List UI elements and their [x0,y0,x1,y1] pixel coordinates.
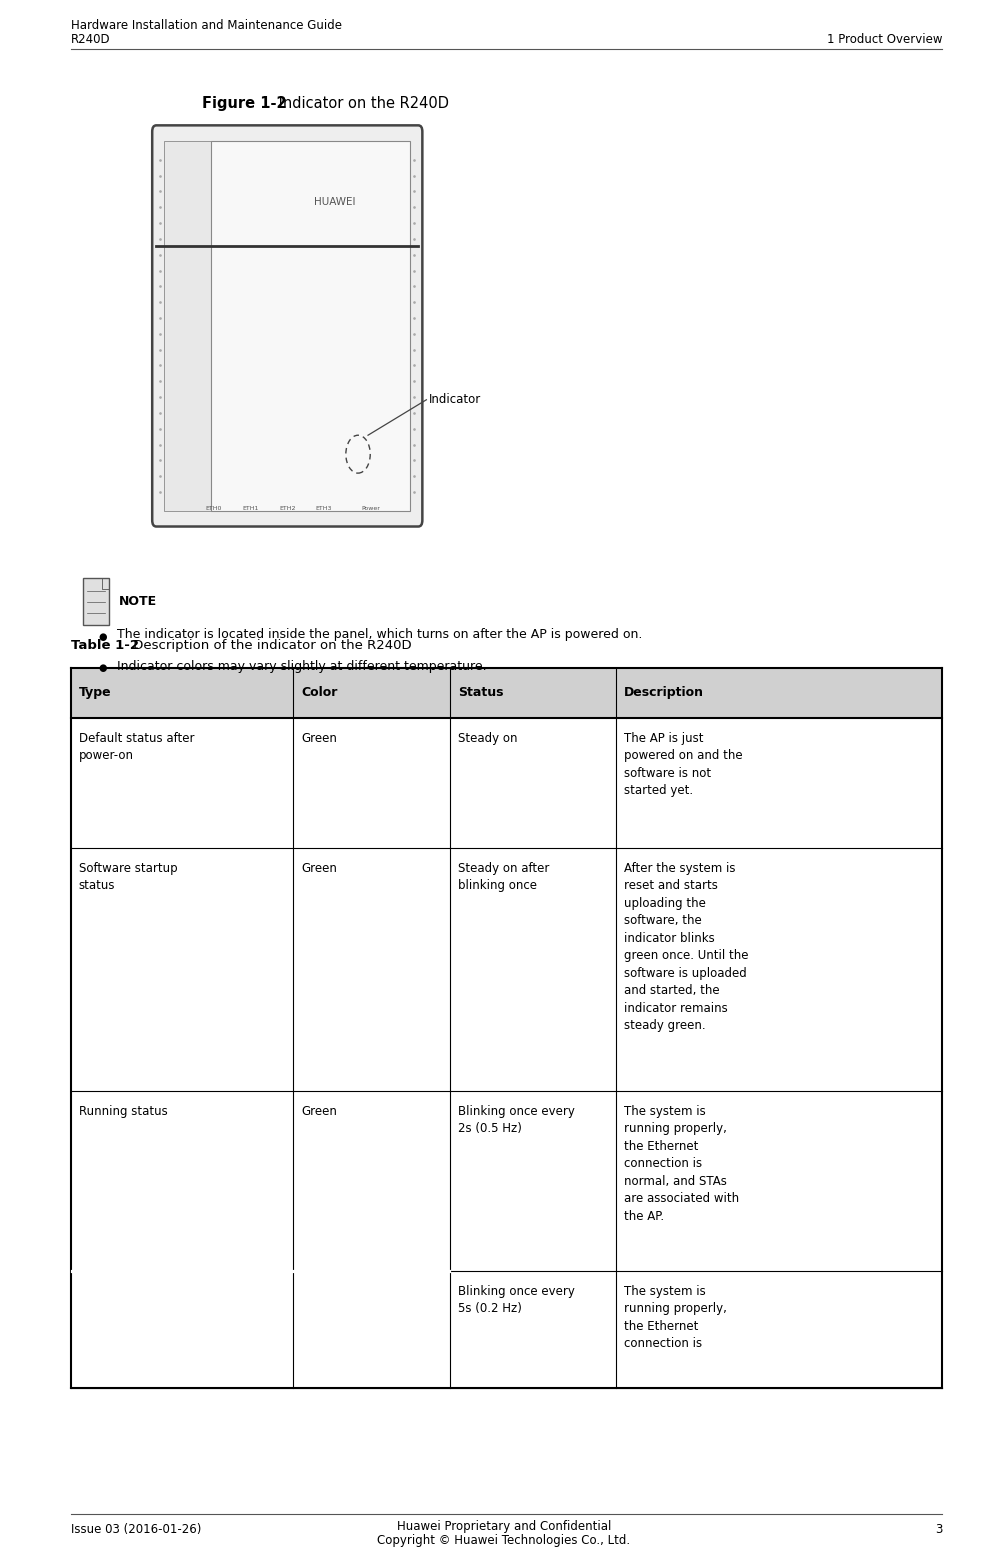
Text: The system is
running properly,
the Ethernet
connection is: The system is running properly, the Ethe… [624,1285,727,1351]
FancyBboxPatch shape [152,125,422,527]
Text: Steady on after
blinking once: Steady on after blinking once [458,862,549,892]
Text: Hardware Installation and Maintenance Guide: Hardware Installation and Maintenance Gu… [71,19,342,31]
Text: Figure 1-2: Figure 1-2 [202,96,286,111]
Bar [164,141,212,511]
Text: Green: Green [301,732,337,744]
Text: Issue 03 (2016-01-26): Issue 03 (2016-01-26) [71,1523,201,1536]
Bar [71,848,942,1091]
Text: HUAWEI: HUAWEI [313,196,355,207]
Text: ETH0: ETH0 [206,506,222,511]
Text: Color: Color [301,686,338,699]
Bar [83,578,109,625]
Text: After the system is
reset and starts
uploading the
software, the
indicator blink: After the system is reset and starts upl… [624,862,748,1033]
Text: Description of the indicator on the R240D: Description of the indicator on the R240… [129,639,411,652]
Text: The indicator is located inside the panel, which turns on after the AP is powere: The indicator is located inside the pane… [117,628,642,641]
Text: Green: Green [301,862,337,874]
Text: Steady on: Steady on [458,732,517,744]
Bar [71,668,942,718]
Text: NOTE: NOTE [119,595,157,608]
Text: Power: Power [362,506,381,511]
Text: Blinking once every
5s (0.2 Hz): Blinking once every 5s (0.2 Hz) [458,1285,575,1315]
Text: Green: Green [301,1105,337,1117]
Text: ETH1: ETH1 [242,506,259,511]
Text: Status: Status [458,686,503,699]
Text: 3: 3 [935,1523,942,1536]
Text: Copyright © Huawei Technologies Co., Ltd.: Copyright © Huawei Technologies Co., Ltd… [377,1534,631,1547]
Text: ETH3: ETH3 [316,506,333,511]
Bar [71,718,942,848]
Bar [212,141,410,511]
Text: Indicator: Indicator [428,393,481,406]
Text: ETH2: ETH2 [279,506,295,511]
Text: Description: Description [624,686,704,699]
Text: Blinking once every
2s (0.5 Hz): Blinking once every 2s (0.5 Hz) [458,1105,575,1135]
Text: Table 1-2: Table 1-2 [71,639,138,652]
Text: Default status after
power-on: Default status after power-on [79,732,195,762]
Text: The system is
running properly,
the Ethernet
connection is
normal, and STAs
are : The system is running properly, the Ethe… [624,1105,739,1222]
Bar [71,1271,942,1388]
Text: The AP is just
powered on and the
software is not
started yet.: The AP is just powered on and the softwa… [624,732,742,798]
Bar [71,1091,942,1271]
Text: Running status: Running status [79,1105,167,1117]
Text: R240D: R240D [71,33,110,45]
Text: ●: ● [99,663,107,672]
Text: Huawei Proprietary and Confidential: Huawei Proprietary and Confidential [397,1520,611,1533]
Text: Indicator colors may vary slightly at different temperature.: Indicator colors may vary slightly at di… [117,660,487,672]
Text: 1 Product Overview: 1 Product Overview [827,33,942,45]
Text: Indicator on the R240D: Indicator on the R240D [274,96,450,111]
Text: ●: ● [99,632,107,641]
Text: Software startup
status: Software startup status [79,862,177,892]
Text: Type: Type [79,686,111,699]
